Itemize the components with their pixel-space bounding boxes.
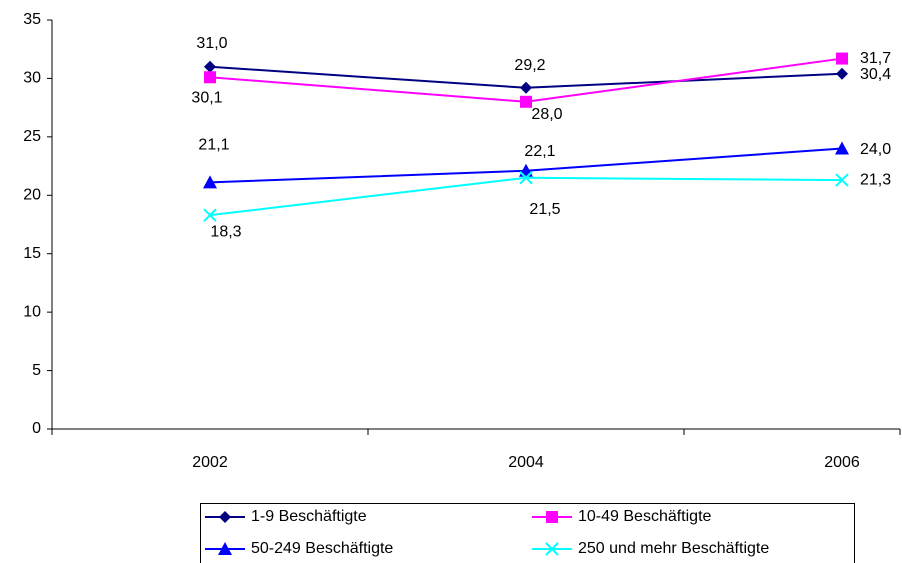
y-tick-label: 10 xyxy=(23,303,41,320)
data-label: 31,0 xyxy=(196,35,227,52)
marker xyxy=(203,208,217,222)
data-label: 21,3 xyxy=(860,171,891,188)
y-tick-label: 5 xyxy=(32,362,41,379)
y-tick-label: 15 xyxy=(23,245,41,262)
data-label: 24,0 xyxy=(860,141,891,158)
y-tick-label: 25 xyxy=(23,128,41,145)
marker xyxy=(519,171,533,185)
x-tick-label: 2006 xyxy=(824,454,860,471)
data-label: 30,4 xyxy=(860,66,891,83)
marker xyxy=(836,52,848,65)
data-label: 31,7 xyxy=(860,50,891,67)
x-tick-label: 2002 xyxy=(192,454,228,471)
y-tick-label: 0 xyxy=(32,420,41,437)
marker xyxy=(218,542,232,555)
data-label: 30,1 xyxy=(191,89,222,106)
y-tick-label: 35 xyxy=(23,11,41,28)
x-tick-label: 2004 xyxy=(508,454,544,471)
marker xyxy=(204,71,216,84)
marker xyxy=(546,511,558,523)
data-label: 18,3 xyxy=(210,223,241,240)
marker xyxy=(219,511,231,523)
data-label: 28,0 xyxy=(531,106,562,123)
legend-label: 50-249 Beschäftigte xyxy=(251,540,393,557)
y-tick-label: 30 xyxy=(23,70,41,87)
legend-label: 1-9 Beschäftigte xyxy=(251,508,367,525)
marker xyxy=(836,67,848,80)
legend xyxy=(200,503,855,563)
series-line xyxy=(209,176,843,217)
marker xyxy=(203,175,217,189)
data-label: 21,1 xyxy=(198,137,229,154)
marker xyxy=(835,173,849,187)
data-label: 21,5 xyxy=(529,201,560,218)
data-label: 22,1 xyxy=(524,143,555,160)
legend-label: 250 und mehr Beschäftigte xyxy=(578,540,769,557)
marker xyxy=(204,60,216,73)
y-tick-label: 20 xyxy=(23,187,41,204)
marker xyxy=(520,81,532,94)
marker xyxy=(545,542,559,556)
data-label: 29,2 xyxy=(514,57,545,74)
marker xyxy=(520,95,532,108)
legend-label: 10-49 Beschäftigte xyxy=(578,508,712,525)
marker xyxy=(835,141,849,155)
